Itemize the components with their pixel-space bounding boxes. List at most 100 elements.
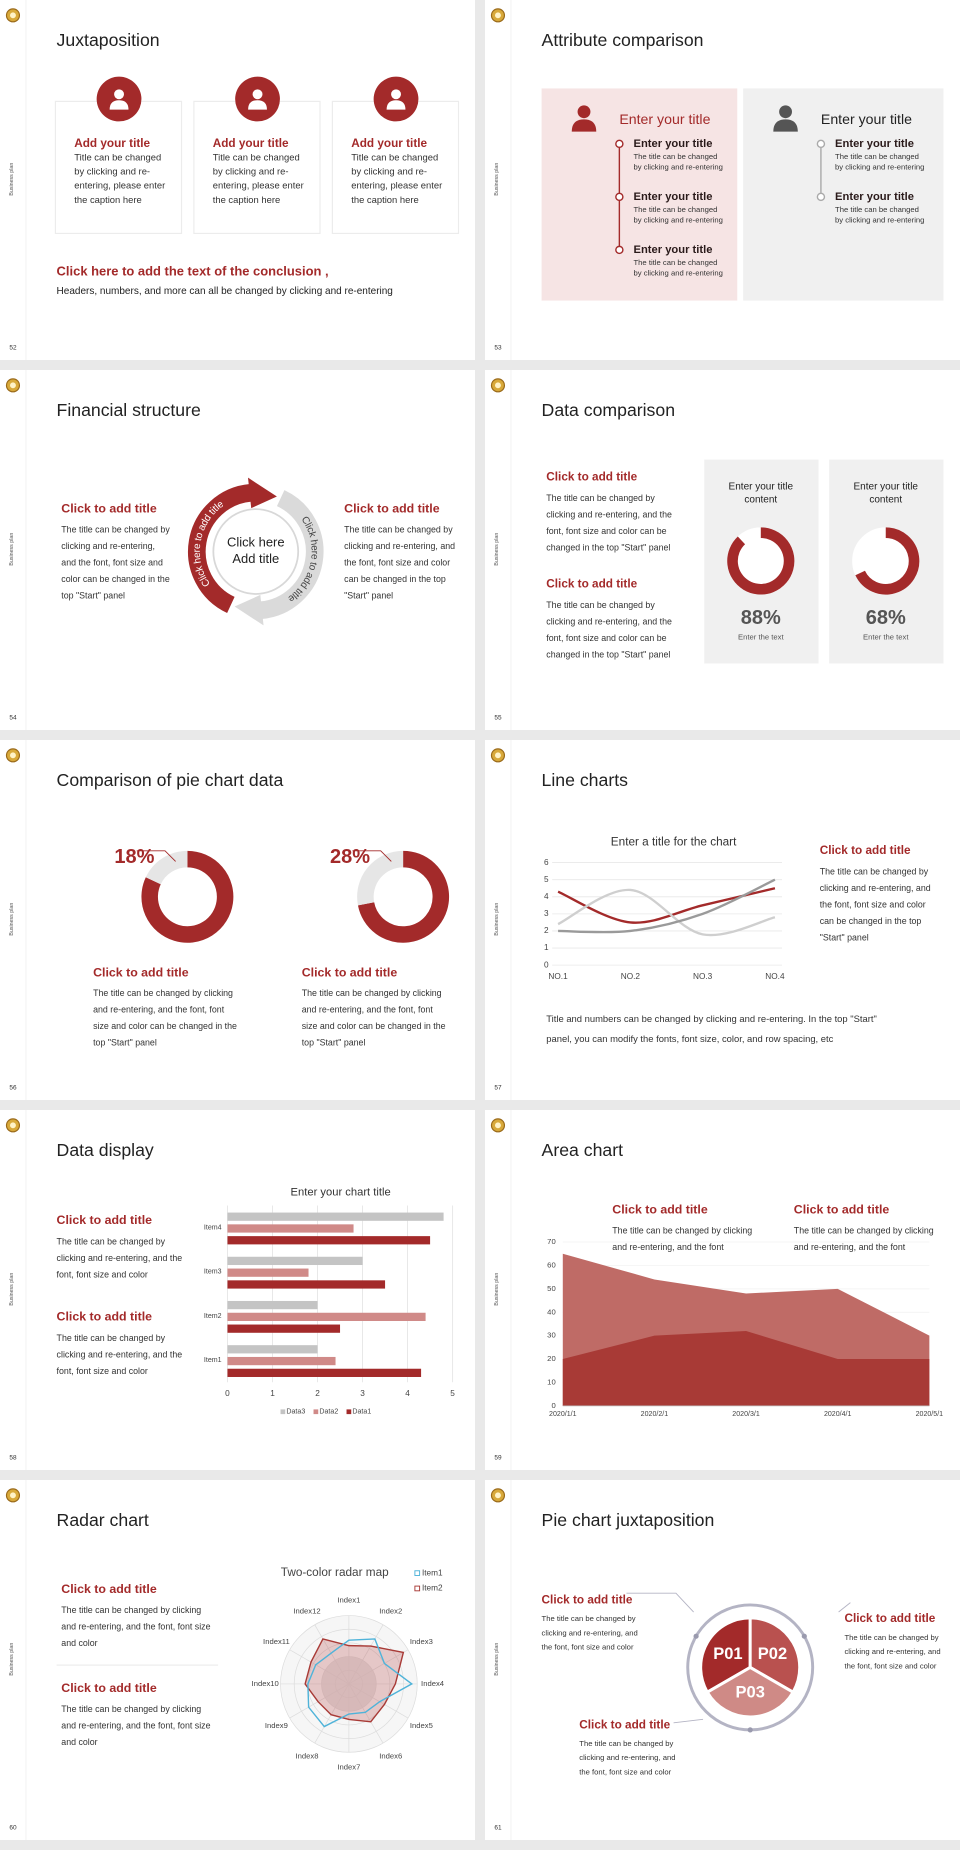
slide-number: 54 (9, 714, 17, 721)
paragraph-line: the font, font size and color (820, 899, 926, 909)
block-title: Click to add title (844, 1612, 935, 1625)
card-title: Enter your title (854, 481, 919, 492)
paragraph-line: and re-entering, and the font, font (93, 1004, 225, 1014)
x-tick-label: NO.3 (693, 972, 713, 981)
logo-inner (495, 752, 501, 759)
percent-label: 18% (114, 846, 154, 868)
paragraph-line: size and color can be changed in the (93, 1021, 237, 1031)
paragraph-line: and re-entering, and the font, font size (61, 1622, 210, 1632)
radar-label: Index4 (421, 1679, 445, 1688)
slide-number: 58 (9, 1454, 17, 1461)
bar (227, 1312, 426, 1321)
donut-value-arc (357, 850, 404, 906)
paragraph-line: The title can be changed by (546, 493, 655, 503)
paragraph-line: clicking and re-entering, and the (57, 1350, 183, 1360)
logo-inner (495, 1122, 501, 1129)
cycle-arc (188, 484, 252, 613)
card-title: Enter your title (729, 481, 794, 492)
y-tick-label: 60 (547, 1260, 556, 1269)
radar-label: Index2 (379, 1606, 402, 1615)
bar (227, 1300, 318, 1310)
card-title: Add your title (213, 137, 289, 150)
y-tick-label: Item2 (204, 1313, 222, 1320)
bar (227, 1356, 336, 1366)
bar (227, 1256, 363, 1266)
paragraph-line: The title can be changed by (844, 1633, 938, 1642)
ring-dot (801, 1633, 807, 1639)
side-label: Business plan (494, 163, 500, 196)
paragraph-line: clicking and re-entering, and the (546, 509, 672, 519)
y-tick-label: 4 (544, 892, 549, 901)
y-tick-label: 0 (544, 960, 549, 969)
logo-inner (10, 1122, 16, 1129)
paragraph-line: by clicking and re-entering (634, 268, 723, 277)
slide-title: Data comparison (542, 400, 675, 420)
leader-line (136, 850, 176, 862)
paragraph-line: by clicking and re-entering (835, 162, 924, 171)
paragraph-line: The title can be changed by clicking (61, 1605, 201, 1615)
paragraph-line: can be changed in the top (344, 574, 446, 584)
conclusion-text: Headers, numbers, and more can all be ch… (57, 286, 393, 297)
radar-series (304, 1638, 405, 1723)
x-tick-label: 2 (315, 1389, 320, 1398)
paragraph-line: and the font, font size and (61, 558, 163, 568)
person-body (571, 119, 597, 132)
y-tick-label: 10 (547, 1377, 556, 1386)
percent-label: 28% (330, 846, 370, 868)
y-tick-label: 40 (547, 1307, 556, 1316)
block-title: Click to add title (794, 1202, 890, 1216)
cycle-arrowhead (234, 594, 264, 626)
side-label: Business plan (9, 163, 15, 196)
y-tick-label: 50 (547, 1284, 556, 1293)
card (54, 100, 183, 234)
radar-spoke (289, 1683, 350, 1719)
chart-title: Enter a title for the chart (611, 836, 737, 849)
center-text: Add title (232, 551, 279, 566)
legend-swatch (313, 1409, 319, 1415)
paragraph-line: The title can be changed (835, 152, 919, 161)
paragraph-line: and color (61, 1638, 97, 1648)
pie-segment (705, 1665, 796, 1719)
x-tick-label: NO.1 (548, 972, 568, 981)
side-label: Business plan (494, 903, 500, 936)
slide-title: Financial structure (57, 400, 201, 420)
paragraph-line: by clicking and re-entering (634, 162, 723, 171)
bar (227, 1324, 341, 1333)
legend-label: Item1 (422, 1568, 443, 1577)
paragraph-line: can be changed in the top (820, 916, 922, 926)
logo-inner (495, 382, 501, 389)
slide-number: 55 (494, 714, 502, 721)
chart-title: Enter your chart title (291, 1186, 391, 1198)
y-tick-label: 5 (544, 875, 549, 884)
donut-value-arc (727, 527, 795, 595)
paragraph-line: clicking and re-entering, and the (546, 617, 672, 627)
slide: Business plan 61 Pie chart juxtaposition P0… (485, 1480, 960, 1840)
segment-label: P03 (736, 1684, 765, 1702)
slide-title: Comparison of pie chart data (57, 770, 284, 790)
center-text: Click here (227, 535, 285, 550)
paragraph-line: font, font size and color (57, 1269, 148, 1279)
radar-spoke (314, 1683, 350, 1744)
line-series (558, 878, 776, 934)
radar-label: Index1 (337, 1595, 360, 1604)
card-title: Add your title (351, 137, 427, 150)
leader-line (352, 850, 392, 862)
person-head (577, 105, 591, 119)
block-title: Click to add title (546, 470, 637, 483)
x-tick-label: 2020/5/1 (916, 1411, 944, 1418)
center-circle (212, 508, 300, 595)
segment-label: P02 (758, 1645, 787, 1663)
x-tick-label: 2020/3/1 (732, 1411, 760, 1418)
side-label: Business plan (9, 903, 15, 936)
side-label: Business plan (494, 1643, 500, 1676)
bar (227, 1368, 422, 1377)
paragraph-line: clicking and re-entering, and (820, 883, 931, 893)
side-label: Business plan (9, 533, 15, 566)
radar-spoke (289, 1649, 350, 1685)
cycle-arrowhead (248, 477, 277, 509)
logo-inner (10, 382, 16, 389)
paragraph-line: The title can be changed by clicking (794, 1226, 934, 1236)
caption: Enter the text (738, 633, 784, 642)
paragraph-line: the caption here (213, 194, 280, 205)
legend-label: Data2 (319, 1409, 338, 1416)
